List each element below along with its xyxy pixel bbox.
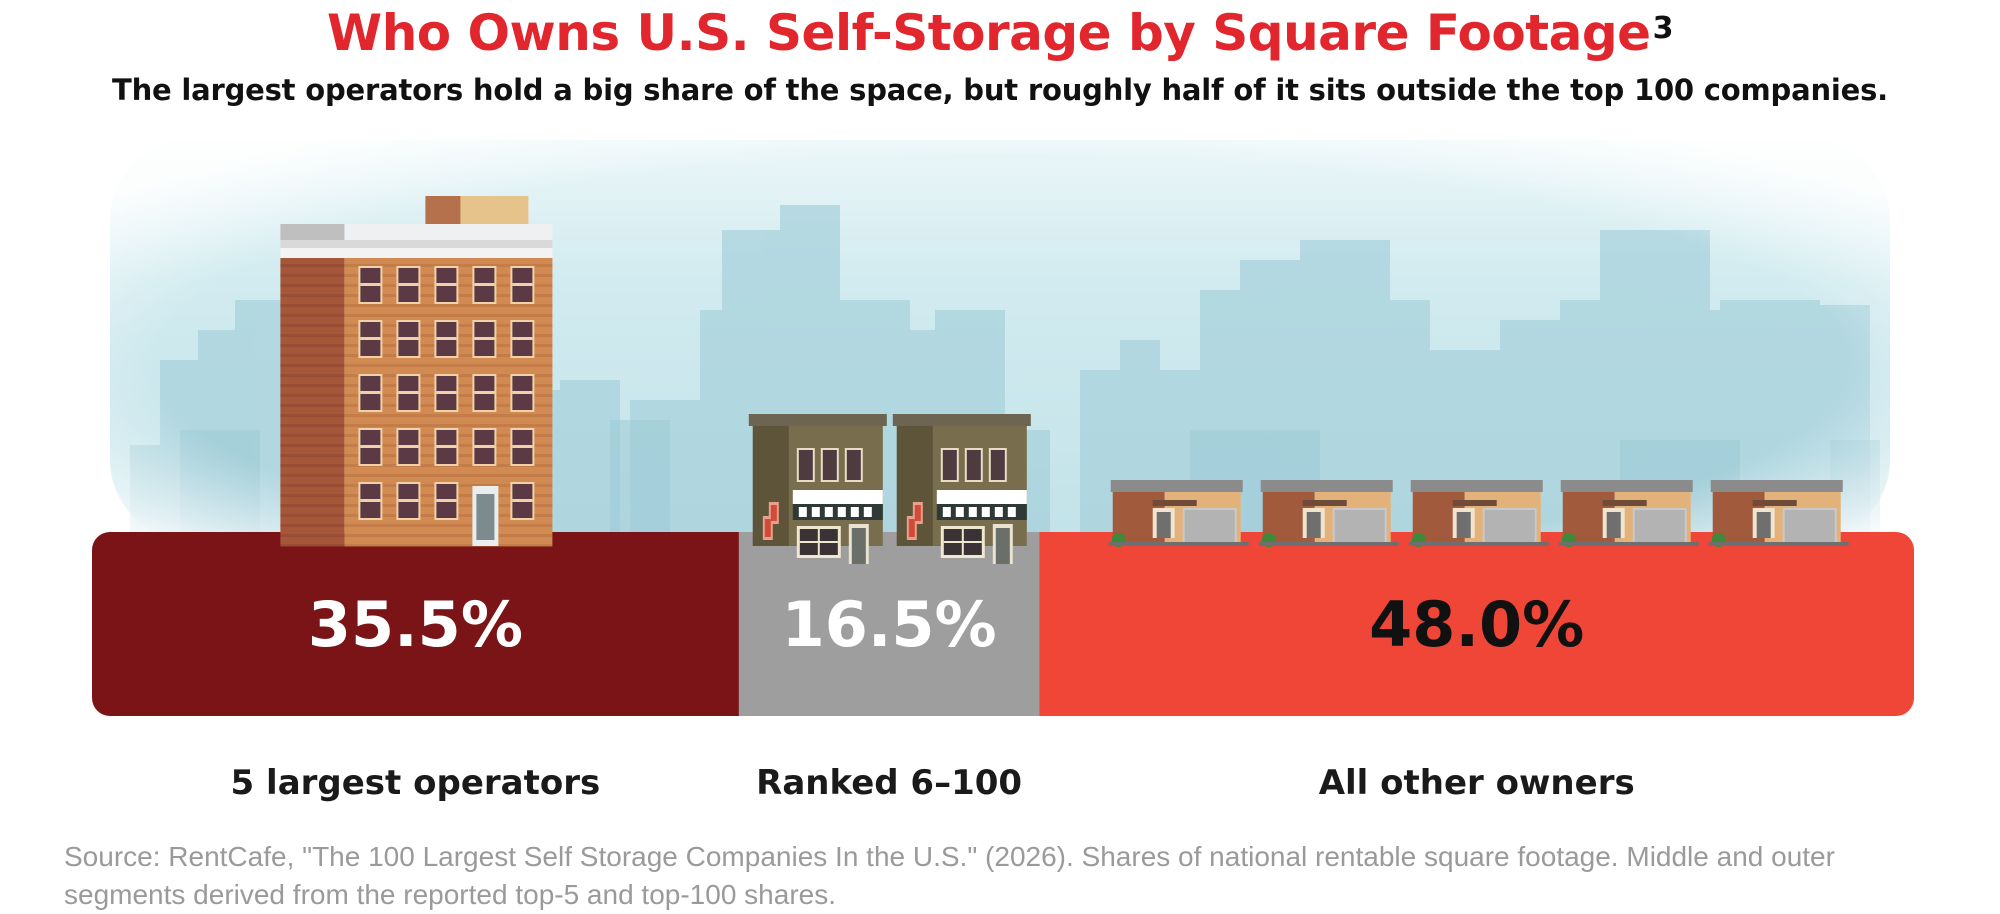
source-note: Source: RentCafe, "The 100 Largest Self … — [64, 841, 1835, 910]
chart-subtitle: The largest operators hold a big share o… — [111, 73, 1888, 107]
storage-unit-icon — [1108, 480, 1249, 547]
category-label-2: Ranked 6–100 — [756, 763, 1023, 803]
shop-building-icon — [892, 414, 1031, 564]
storage-unit-icon — [1708, 480, 1849, 547]
category-label-3: All other owners — [1318, 763, 1635, 803]
stacked-bar — [92, 532, 1914, 716]
value-label-1: 35.5% — [308, 588, 523, 661]
chart-title: Who Owns U.S. Self-Storage by Square Foo… — [327, 4, 1674, 62]
high-rise-building-icon — [280, 196, 553, 547]
segment-illustrations — [280, 196, 1849, 564]
storage-unit-icon — [1558, 480, 1699, 547]
value-labels: 35.5% 16.5% 48.0% — [308, 588, 1584, 661]
category-label-1: 5 largest operators — [230, 763, 601, 803]
bar-segment-2 — [738, 532, 1041, 716]
bar-segment-3 — [1039, 532, 1914, 716]
value-label-2: 16.5% — [782, 588, 997, 661]
storage-unit-icon — [1258, 480, 1399, 547]
storage-unit-icon — [1408, 480, 1549, 547]
shop-building-icon — [748, 414, 887, 564]
value-label-3: 48.0% — [1369, 588, 1584, 661]
bar-segment-1 — [92, 532, 740, 716]
title-footnote: 3 — [1652, 11, 1674, 46]
